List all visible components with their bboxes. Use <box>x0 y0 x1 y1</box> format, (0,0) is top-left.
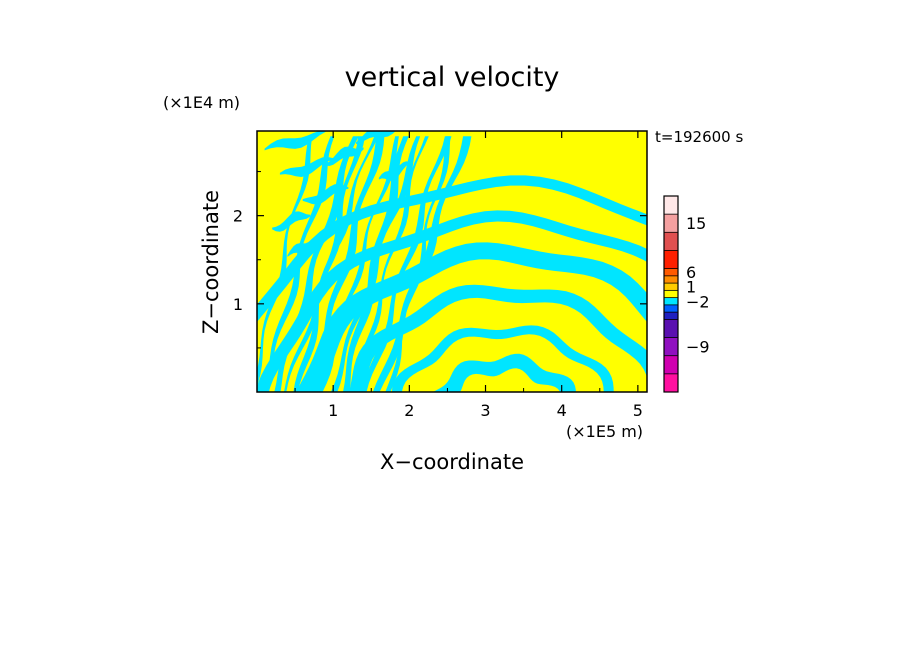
colorbar-swatch <box>664 275 678 284</box>
colorbar-swatch <box>664 232 678 251</box>
colorbar-swatch <box>664 337 678 356</box>
colorbar: −9 −216 15 <box>663 195 710 393</box>
y-tick-label: 1 <box>233 295 243 314</box>
x-tick-label: 4 <box>557 401 567 420</box>
colorbar-tick-label: 1 <box>686 278 696 297</box>
plot-frame <box>256 130 648 393</box>
negative-band <box>304 136 385 392</box>
x-tick-label: 2 <box>404 401 414 420</box>
colorbar-swatch <box>664 355 678 374</box>
colorbar-swatch <box>664 319 678 338</box>
negative-band <box>279 157 334 177</box>
y-axis-unit: (×1E4 m) <box>163 93 240 112</box>
colorbar-swatch <box>664 297 678 305</box>
x-tick-label: 5 <box>633 401 643 420</box>
negative-band <box>264 131 326 151</box>
colorbar-tick-label: −9 <box>686 338 710 357</box>
x-axis-label: X−coordinate <box>380 450 524 474</box>
negative-band <box>257 136 313 386</box>
negative-band <box>317 136 399 392</box>
negative-band <box>433 353 576 392</box>
negative-band <box>302 184 349 205</box>
chart-title: vertical velocity <box>345 62 560 93</box>
negative-band <box>385 136 451 392</box>
colorbar-tick-label: −2 <box>686 292 710 311</box>
axis-ticks: 1 2 3 4 5 1 2 <box>233 131 647 420</box>
x-tick-label: 1 <box>328 401 338 420</box>
negative-band <box>391 325 614 392</box>
negative-band <box>325 146 364 166</box>
colorbar-swatch <box>664 312 678 320</box>
y-axis-label: Z−coordinate <box>199 190 223 334</box>
colorbar-swatch <box>664 214 678 233</box>
colorbar-tick-label: 15 <box>686 214 706 233</box>
time-label: t=192600 s <box>655 128 743 146</box>
negative-velocity-bands <box>257 131 647 392</box>
negative-band <box>330 136 421 392</box>
negative-band <box>284 136 379 392</box>
negative-band <box>274 136 359 392</box>
negative-band <box>353 136 429 392</box>
colorbar-swatch <box>664 268 678 276</box>
negative-band <box>343 136 409 392</box>
negative-band <box>348 284 647 392</box>
colorbar-tick-label: 6 <box>686 263 696 282</box>
colorbar-swatch <box>664 283 678 291</box>
x-axis-unit: (×1E5 m) <box>566 422 643 441</box>
colorbar-swatch <box>664 290 678 298</box>
colorbar-frame <box>663 195 679 393</box>
negative-band <box>293 136 365 392</box>
colorbar-swatch <box>664 196 678 215</box>
negative-band <box>272 211 311 232</box>
negative-band <box>362 136 452 392</box>
negative-band <box>356 131 396 145</box>
colorbar-swatch <box>664 304 678 313</box>
negative-band <box>287 236 318 257</box>
x-tick-label: 3 <box>480 401 490 420</box>
y-tick-label: 2 <box>233 207 243 226</box>
velocity-field <box>257 131 647 392</box>
colorbar-swatch <box>664 250 678 269</box>
negative-band <box>378 161 410 181</box>
colorbar-swatch <box>664 373 678 392</box>
